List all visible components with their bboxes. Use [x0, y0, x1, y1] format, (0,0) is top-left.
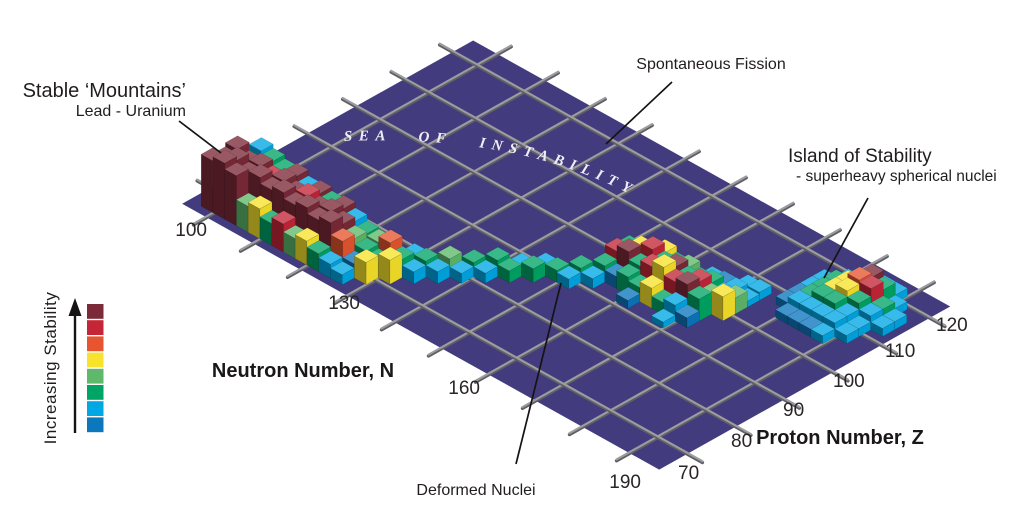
- stable-mountains-label: Stable ‘Mountains’: [23, 80, 186, 102]
- column-face: [822, 309, 848, 324]
- column-face: [846, 289, 872, 304]
- column-face: [882, 308, 908, 322]
- legend-swatch: [87, 401, 104, 416]
- legend-swatch: [87, 368, 104, 384]
- proton-axis-title: Proton Number, Z: [756, 427, 924, 449]
- stability-column: [520, 255, 546, 284]
- column-face: [858, 275, 884, 289]
- proton-tick-120: 120: [936, 315, 968, 336]
- column-face: [377, 246, 403, 261]
- stability-column: [425, 258, 451, 285]
- column-face: [710, 283, 736, 298]
- stability-column: [497, 257, 522, 284]
- neutron-tick-190: 190: [609, 472, 641, 493]
- stability-column: [377, 246, 403, 285]
- column-face: [318, 197, 344, 212]
- neutron-tick-100: 100: [175, 220, 207, 241]
- stability-column: [580, 265, 606, 290]
- island-of-stability-label: Island of Stability: [788, 146, 932, 167]
- grid-line: [380, 149, 701, 330]
- column-face: [437, 245, 463, 260]
- column-face: [651, 253, 677, 268]
- grid-line: [341, 96, 849, 381]
- column-face: [870, 314, 896, 329]
- column-face: [295, 182, 321, 197]
- column-face: [747, 278, 772, 293]
- stability-legend: Increasing Stability: [41, 292, 104, 445]
- legend-label: Increasing Stability: [41, 292, 60, 445]
- stability-column: [353, 248, 379, 285]
- proton-tick-90: 90: [783, 400, 804, 421]
- column-face: [330, 227, 356, 242]
- column-face: [212, 156, 225, 220]
- stability-column: [834, 321, 860, 344]
- stability-column: [810, 322, 836, 345]
- column-face: [378, 229, 403, 244]
- proton-tick-80: 80: [731, 431, 752, 452]
- sea-of-instability-plane: [182, 40, 951, 470]
- neutron-tick-130: 130: [328, 293, 360, 314]
- legend-swatch: [87, 352, 104, 368]
- legend-swatch: [87, 336, 104, 352]
- stability-column: [870, 314, 896, 337]
- column-face: [858, 302, 884, 317]
- grid-line: [379, 149, 701, 332]
- column-face: [425, 258, 451, 273]
- stability-column: [686, 285, 712, 322]
- column-face: [224, 168, 237, 227]
- stability-column: [224, 162, 250, 227]
- island-of-stability-sublabel: - superheavy spherical nuclei: [796, 168, 997, 185]
- column-face: [674, 304, 700, 319]
- column-face: [224, 162, 250, 177]
- stability-column: [449, 259, 475, 284]
- column-face: [200, 153, 214, 214]
- legend-arrow-head-icon: [68, 298, 82, 316]
- legend-swatch: [87, 304, 104, 319]
- stability-column: [710, 283, 736, 322]
- legend-swatch: [87, 320, 104, 335]
- neutron-tick-160: 160: [448, 378, 480, 399]
- neutron-axis-title: Neutron Number, N: [212, 360, 394, 382]
- deformed-nuclei-leader-line: [515, 282, 562, 465]
- stability-column: [329, 261, 355, 286]
- column-face: [271, 167, 297, 182]
- column-face: [248, 163, 273, 178]
- column-face: [870, 295, 896, 310]
- column-face: [271, 179, 297, 193]
- column-face: [248, 152, 274, 167]
- legend-swatches: [87, 304, 104, 433]
- proton-tick-110: 110: [885, 341, 915, 362]
- column-face: [640, 235, 666, 250]
- stability-columns: [200, 135, 908, 345]
- column-face: [520, 255, 546, 270]
- proton-tick-70: 70: [678, 463, 699, 484]
- column-face: [295, 194, 320, 209]
- column-face: [847, 266, 872, 281]
- column-face: [834, 321, 860, 336]
- column-face: [675, 270, 700, 285]
- stable-mountains-leader-line: [178, 120, 222, 154]
- stable-mountains-sublabel: Lead - Uranium: [76, 103, 186, 120]
- proton-tick-100: 100: [833, 371, 865, 392]
- legend-swatch: [87, 385, 104, 400]
- grid-line: [340, 97, 850, 383]
- column-face: [248, 137, 274, 152]
- legend-swatch: [87, 417, 104, 433]
- deformed-nuclei-label: Deformed Nuclei: [416, 482, 535, 499]
- spontaneous-fission-label: Spontaneous Fission: [636, 56, 785, 73]
- stability-column: [674, 304, 700, 329]
- column-face: [318, 209, 344, 224]
- column-face: [224, 135, 250, 150]
- spontaneous-fission-leader-line: [605, 81, 673, 145]
- stability-column: [615, 286, 641, 309]
- island-of-stability-leader-line: [823, 197, 869, 279]
- column-face: [485, 246, 511, 261]
